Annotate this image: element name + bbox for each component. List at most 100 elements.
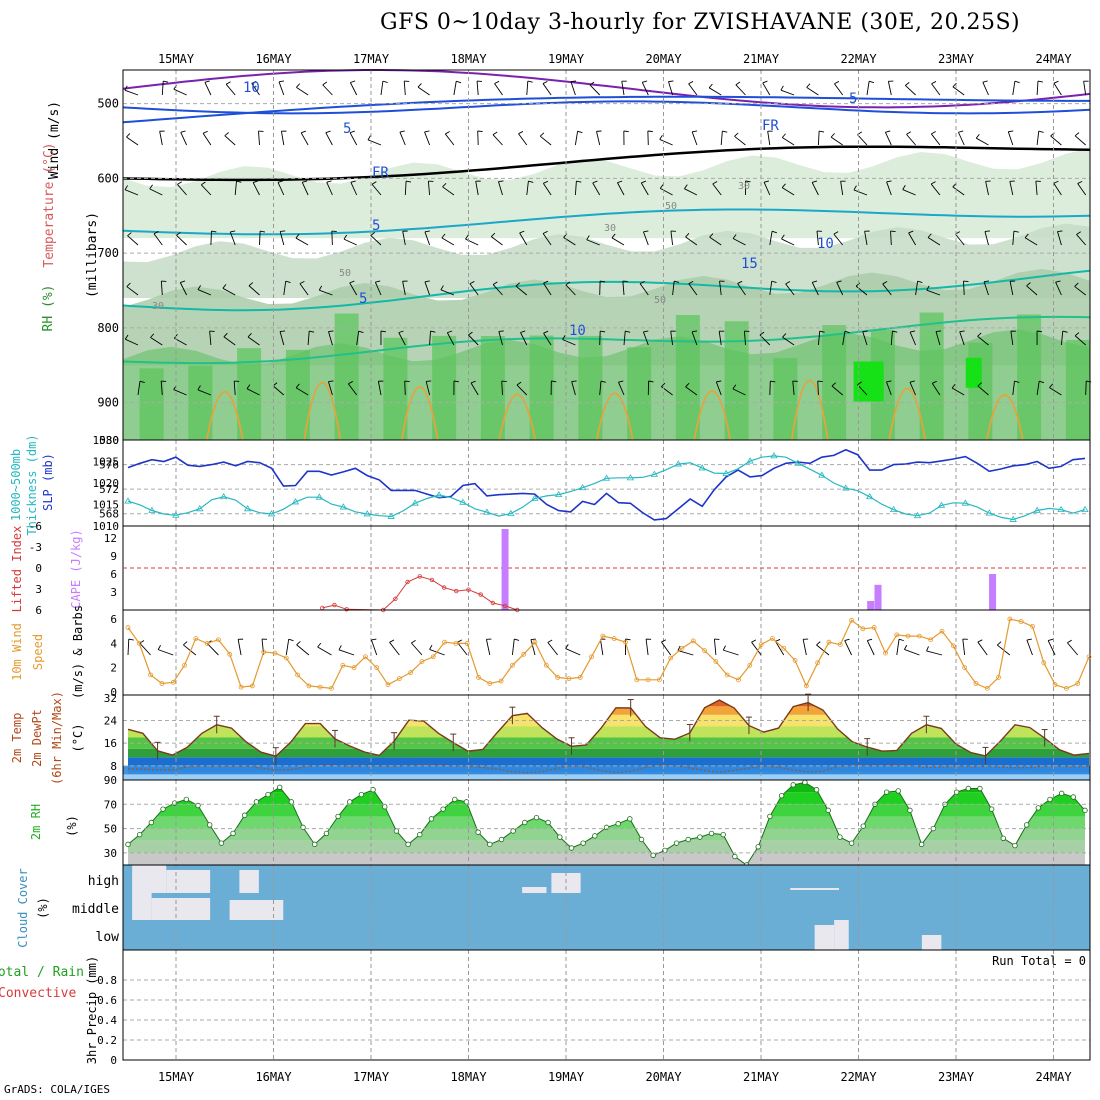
wind-barb [977, 335, 989, 346]
wind-barb [816, 231, 819, 246]
wind-barb-feather [236, 180, 242, 183]
wind10-tick: 6 [110, 613, 117, 626]
wind-barb-feather [350, 180, 356, 183]
wind10-tick: 2 [110, 662, 117, 675]
wind-barb [153, 233, 163, 246]
wind10-point [984, 685, 990, 691]
wind-barb-feather [935, 330, 942, 332]
wind10-point [792, 658, 798, 663]
wind-barb [570, 81, 576, 96]
rh-point [708, 830, 715, 837]
contour-label: 5 [359, 291, 367, 307]
slp-marker [818, 471, 826, 478]
wind-barb-feather [576, 180, 582, 183]
wind10-barb-feather [775, 639, 781, 642]
wind-barb-feather [684, 184, 688, 189]
wind-barb-feather [857, 381, 862, 386]
wind10-barb-feather [844, 638, 850, 641]
slp-marker [435, 491, 443, 498]
wind-barb [279, 231, 285, 246]
thickness-tick: 572 [99, 483, 119, 496]
wind-barb [574, 181, 577, 196]
precip-label-c: 3hr Precip (mm) [85, 956, 99, 1064]
wind-barb [498, 331, 503, 346]
wind-barb-feather [648, 380, 654, 383]
wind10-barb-feather [139, 640, 145, 644]
wind10-point [690, 638, 696, 644]
wind10-barb-feather [625, 638, 631, 641]
wind-barb [301, 182, 309, 196]
wind10-point [532, 639, 538, 645]
wind10-point [204, 640, 210, 646]
wind10-barb [802, 639, 807, 656]
wind-barb [331, 230, 333, 246]
rh-shading [123, 148, 1090, 239]
wind-barb [295, 387, 309, 396]
wind-barb-feather [833, 231, 839, 235]
wind-barb-feather [417, 83, 422, 88]
wind-barb-feather [204, 80, 210, 83]
wind-barb-feather [295, 233, 300, 239]
wind10-point [374, 665, 380, 671]
wind10-point [566, 676, 572, 682]
temp-label-d: (°C) [71, 724, 85, 753]
wind-barb [161, 81, 164, 96]
lifted-index-point [332, 602, 337, 608]
wind-barb [792, 381, 795, 396]
wind10-point [193, 636, 199, 641]
wind-barb-feather [958, 130, 964, 133]
wind10-barb-feather [317, 642, 322, 648]
rh-point [498, 836, 505, 843]
wind10-point [216, 637, 221, 643]
contour-label: 5 [343, 121, 351, 137]
wind10-point [849, 617, 854, 623]
wind-barb-feather [570, 80, 576, 83]
rh-point [580, 840, 586, 846]
wind-barb-feather [280, 230, 286, 232]
li-label: Lifted Index [10, 526, 24, 613]
wind-barb [982, 82, 989, 96]
wind-barb-feather [1057, 230, 1063, 233]
wind-barb [1077, 183, 1087, 196]
wind-barb-feather [716, 380, 722, 383]
wind-barb-feather [565, 281, 571, 286]
wind-barb-feather [542, 80, 548, 84]
wind-barb [785, 283, 795, 296]
wind-barb [374, 282, 382, 296]
wind10-barb [457, 642, 468, 656]
wind10-barb-feather [183, 641, 188, 646]
wind-barb-feather [224, 132, 229, 137]
wind-barb [124, 89, 139, 96]
wind-barb [769, 380, 771, 396]
slp-marker [196, 505, 204, 512]
wind10-point [385, 682, 391, 688]
wind-barb-feather [375, 280, 381, 283]
slp-marker [1009, 515, 1017, 522]
wind-barb-feather [709, 233, 714, 238]
lifted-index-point [344, 607, 349, 612]
upper-label-mb: (millibars) [85, 212, 100, 298]
wind10-point [498, 678, 504, 684]
wind-barb [659, 139, 673, 146]
rh-point [265, 791, 271, 798]
wind10-barb [530, 639, 536, 656]
upper-label-rh: RH (%) [41, 285, 56, 332]
wind10-barb [661, 641, 672, 656]
wind10-barb-feather [371, 638, 377, 641]
thickness-label-a: 1000~500mb [9, 449, 23, 521]
wind-barb-feather [762, 80, 768, 84]
wind-barb-feather [277, 180, 283, 183]
wind-barb [743, 331, 746, 346]
wind-barb [589, 84, 601, 96]
wind-barb [623, 331, 626, 346]
wind10-point [487, 681, 493, 686]
wind-barb-feather [819, 130, 825, 133]
li-tick: 6 [35, 604, 42, 617]
rh-point [790, 782, 796, 788]
temp-band [128, 726, 1089, 738]
wind-barb-feather [1053, 180, 1059, 184]
wind-barb [442, 186, 455, 196]
wind10-barb [1067, 642, 1079, 656]
wind-barb-feather [1074, 132, 1080, 137]
rh-column [480, 336, 505, 440]
